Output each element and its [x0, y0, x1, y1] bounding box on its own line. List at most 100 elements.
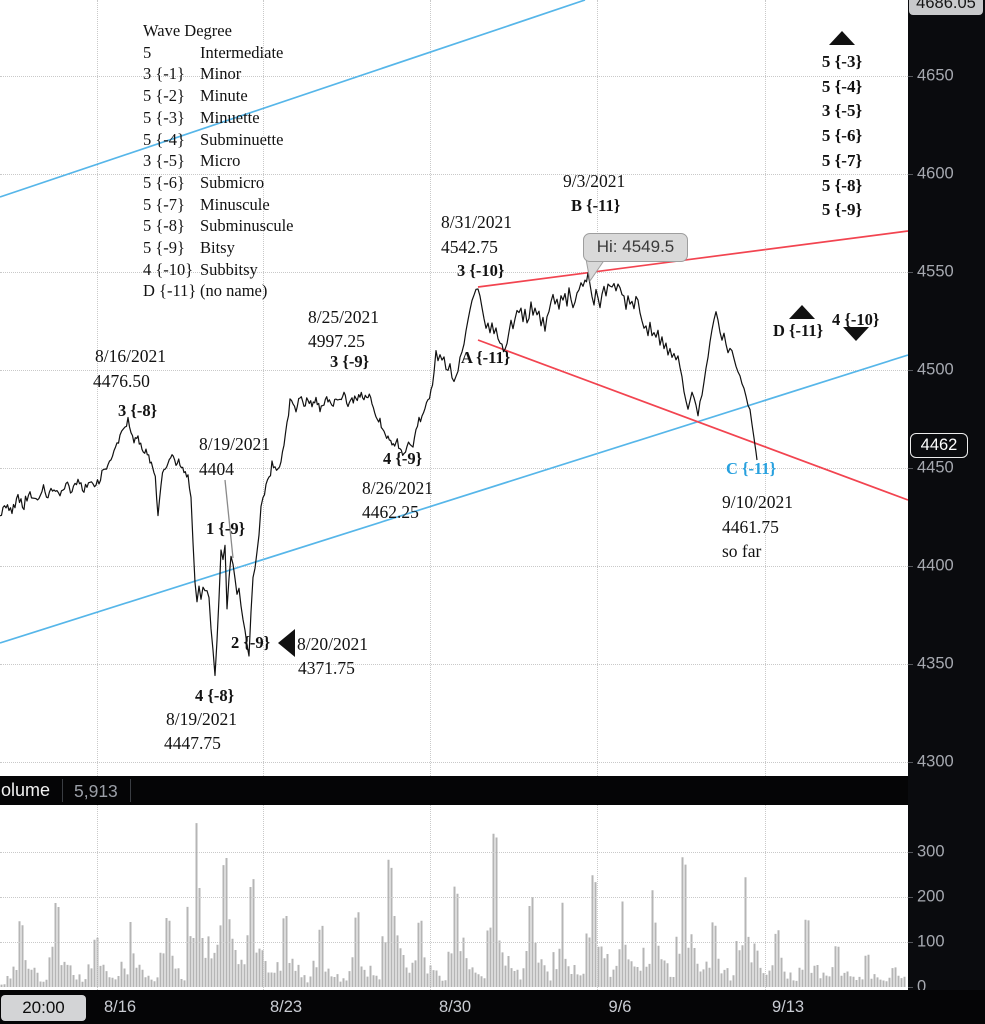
wave-annotation[interactable]: D {-11}	[773, 321, 824, 340]
axis-tick-label: 200	[917, 887, 945, 906]
time-axis[interactable]: 20:00 8/16 8/23 8/30 9/6 9/13	[0, 990, 985, 1024]
upper-price-tag: 4686.05	[909, 0, 983, 15]
axis-tick-label: 4350	[917, 654, 954, 673]
price-series[interactable]	[0, 272, 758, 677]
wave-degree-code: 3 {-1}	[143, 64, 185, 84]
wave-degree-name: Micro	[200, 151, 241, 171]
wave-degree-row: 5 {-2} Minute	[143, 85, 294, 107]
wave-annotation[interactable]: 2 {-9}	[231, 633, 271, 652]
expected-wave-item: 5 {-9}	[821, 200, 863, 220]
wave-annotation[interactable]: 9/10/2021	[722, 492, 793, 512]
wave-annotation[interactable]: 4462.25	[362, 502, 419, 522]
axis-tick-label: 4500	[917, 360, 954, 379]
wave-annotation[interactable]: 4 {-9}	[383, 449, 423, 468]
h-gridline	[0, 762, 908, 763]
wave-degree-row: D {-11} (no name)	[143, 280, 294, 302]
wave-degree-name: Submicro	[200, 172, 265, 192]
wave-annotation[interactable]: 3 {-9}	[330, 352, 370, 371]
volume-value: 5,913	[74, 781, 118, 801]
wave-degree-name: (no name)	[200, 281, 268, 301]
wave-degree-row: 5 Intermediate	[143, 42, 294, 64]
wave-annotation[interactable]: 8/31/2021	[441, 212, 512, 232]
axis-tick-label: 300	[917, 842, 945, 861]
v-gridline	[263, 805, 264, 990]
wave-annotation[interactable]: 4404	[199, 459, 234, 479]
volume-bars-canvas	[0, 823, 906, 987]
v-gridline	[97, 0, 98, 776]
wave-degree-code: 5 {-2}	[143, 86, 185, 106]
axis-tick-label: 100	[917, 932, 945, 951]
wave-degree-name: Minor	[200, 64, 242, 84]
volume-indicator-label[interactable]: olume	[1, 780, 51, 800]
wave-annotation[interactable]: 8/16/2021	[95, 346, 166, 366]
axis-tick-label: 4400	[917, 556, 954, 575]
wave-degree-row: 3 {-5} Micro	[143, 150, 294, 172]
axis-tick-mark	[908, 468, 913, 469]
wave-degree-name: Subminuette	[200, 129, 284, 149]
up-triangle-icon	[829, 31, 855, 45]
session-time-tag: 20:00	[1, 995, 86, 1021]
tri-up-icon[interactable]	[789, 305, 815, 319]
wave-annotation[interactable]: 8/19/2021	[166, 709, 237, 729]
h-gridline	[0, 174, 908, 175]
wave-annotation[interactable]: 8/26/2021	[362, 478, 433, 498]
v-gridline	[765, 0, 766, 776]
wave-annotation[interactable]: 4997.25	[308, 331, 365, 351]
wave-annotation[interactable]: 4371.75	[298, 658, 355, 678]
wave-degree-code: 5 {-7}	[143, 194, 185, 214]
volume-bars	[0, 823, 906, 987]
wave-degree-code: 5	[143, 42, 152, 62]
wave-annotation[interactable]: 4476.50	[93, 371, 150, 391]
expected-wave-list[interactable]: 5 {-3} 5 {-4} 3 {-5} 5 {-6} 5 {-7} 5 {-8} 5 {-…	[804, 31, 880, 223]
axis-tick-mark	[908, 76, 913, 77]
axis-tick-mark	[908, 272, 913, 273]
wave-annotation[interactable]: 4 {-10}	[832, 310, 880, 329]
wave-annotation[interactable]: 3 {-8}	[118, 401, 158, 420]
wave-annotation[interactable]: 4461.75	[722, 517, 779, 537]
wave-degree-row: 5 {-9} Bitsy	[143, 237, 294, 259]
wave-annotation[interactable]: 8/25/2021	[308, 307, 379, 327]
wave-annotation[interactable]: so far	[722, 541, 762, 561]
h-gridline	[0, 272, 908, 273]
wave-degree-row: 4 {-10} Subbitsy	[143, 259, 294, 281]
wave-degree-code: D {-11}	[143, 281, 197, 301]
wave-annotation[interactable]: 1 {-9}	[206, 519, 246, 538]
tri-down-icon[interactable]	[843, 327, 869, 341]
h-gridline	[0, 664, 908, 665]
divider	[130, 779, 131, 802]
expected-wave-item: 5 {-6}	[821, 126, 863, 146]
wave-annotation[interactable]: B {-11}	[571, 196, 621, 215]
wave-degree-name: Bitsy	[200, 238, 235, 258]
wave-degree-code: 5 {-4}	[143, 129, 185, 149]
wave-annotation[interactable]: C {-11}	[726, 459, 777, 478]
wave-degree-code: 3 {-5}	[143, 151, 185, 171]
wave-degree-row: 5 {-8} Subminuscule	[143, 215, 294, 237]
axis-tick-label: 4550	[917, 262, 954, 281]
wave-degree-name: Intermediate	[200, 42, 284, 62]
wave-annotation[interactable]: A {-11}	[461, 348, 511, 367]
volume-pane[interactable]	[0, 805, 908, 990]
axis-tick-label: 4450	[917, 458, 954, 477]
wave-annotation[interactable]: 8/19/2021	[199, 434, 270, 454]
wave-annotation[interactable]: 4542.75	[441, 237, 498, 257]
price-chart-pane[interactable]: Wave Degree 5 Intermediate 3 {-1} Minor 5 {-…	[0, 0, 908, 776]
wave-degree-row: 5 {-3} Minuette	[143, 107, 294, 129]
axis-tick-mark	[908, 762, 913, 763]
wave-degree-name: Subbitsy	[200, 259, 258, 279]
wave-annotation[interactable]: 8/20/2021	[297, 634, 368, 654]
v-gridline	[430, 0, 431, 776]
expected-wave-item: 5 {-3}	[821, 52, 863, 71]
session-high-tag[interactable]: Hi: 4549.5	[583, 233, 688, 262]
wave-annotation[interactable]: 9/3/2021	[563, 171, 626, 191]
wave-degree-legend[interactable]: Wave Degree 5 Intermediate 3 {-1} Minor 5 {-…	[143, 20, 294, 302]
tri-left-icon[interactable]	[278, 629, 295, 657]
h-gridline	[0, 76, 908, 77]
price-axis[interactable]: 4650 4600 4550 4500 4450 4400 4350 4300 300 200 10…	[908, 0, 985, 1024]
wave-annotation[interactable]: 4447.75	[164, 733, 221, 753]
wave-degree-name: Subminuscule	[200, 216, 294, 236]
h-gridline	[0, 566, 908, 567]
wave-annotation[interactable]: 3 {-10}	[457, 261, 505, 280]
axis-tick-mark	[908, 987, 913, 988]
wave-annotation[interactable]: 4 {-8}	[195, 686, 235, 705]
